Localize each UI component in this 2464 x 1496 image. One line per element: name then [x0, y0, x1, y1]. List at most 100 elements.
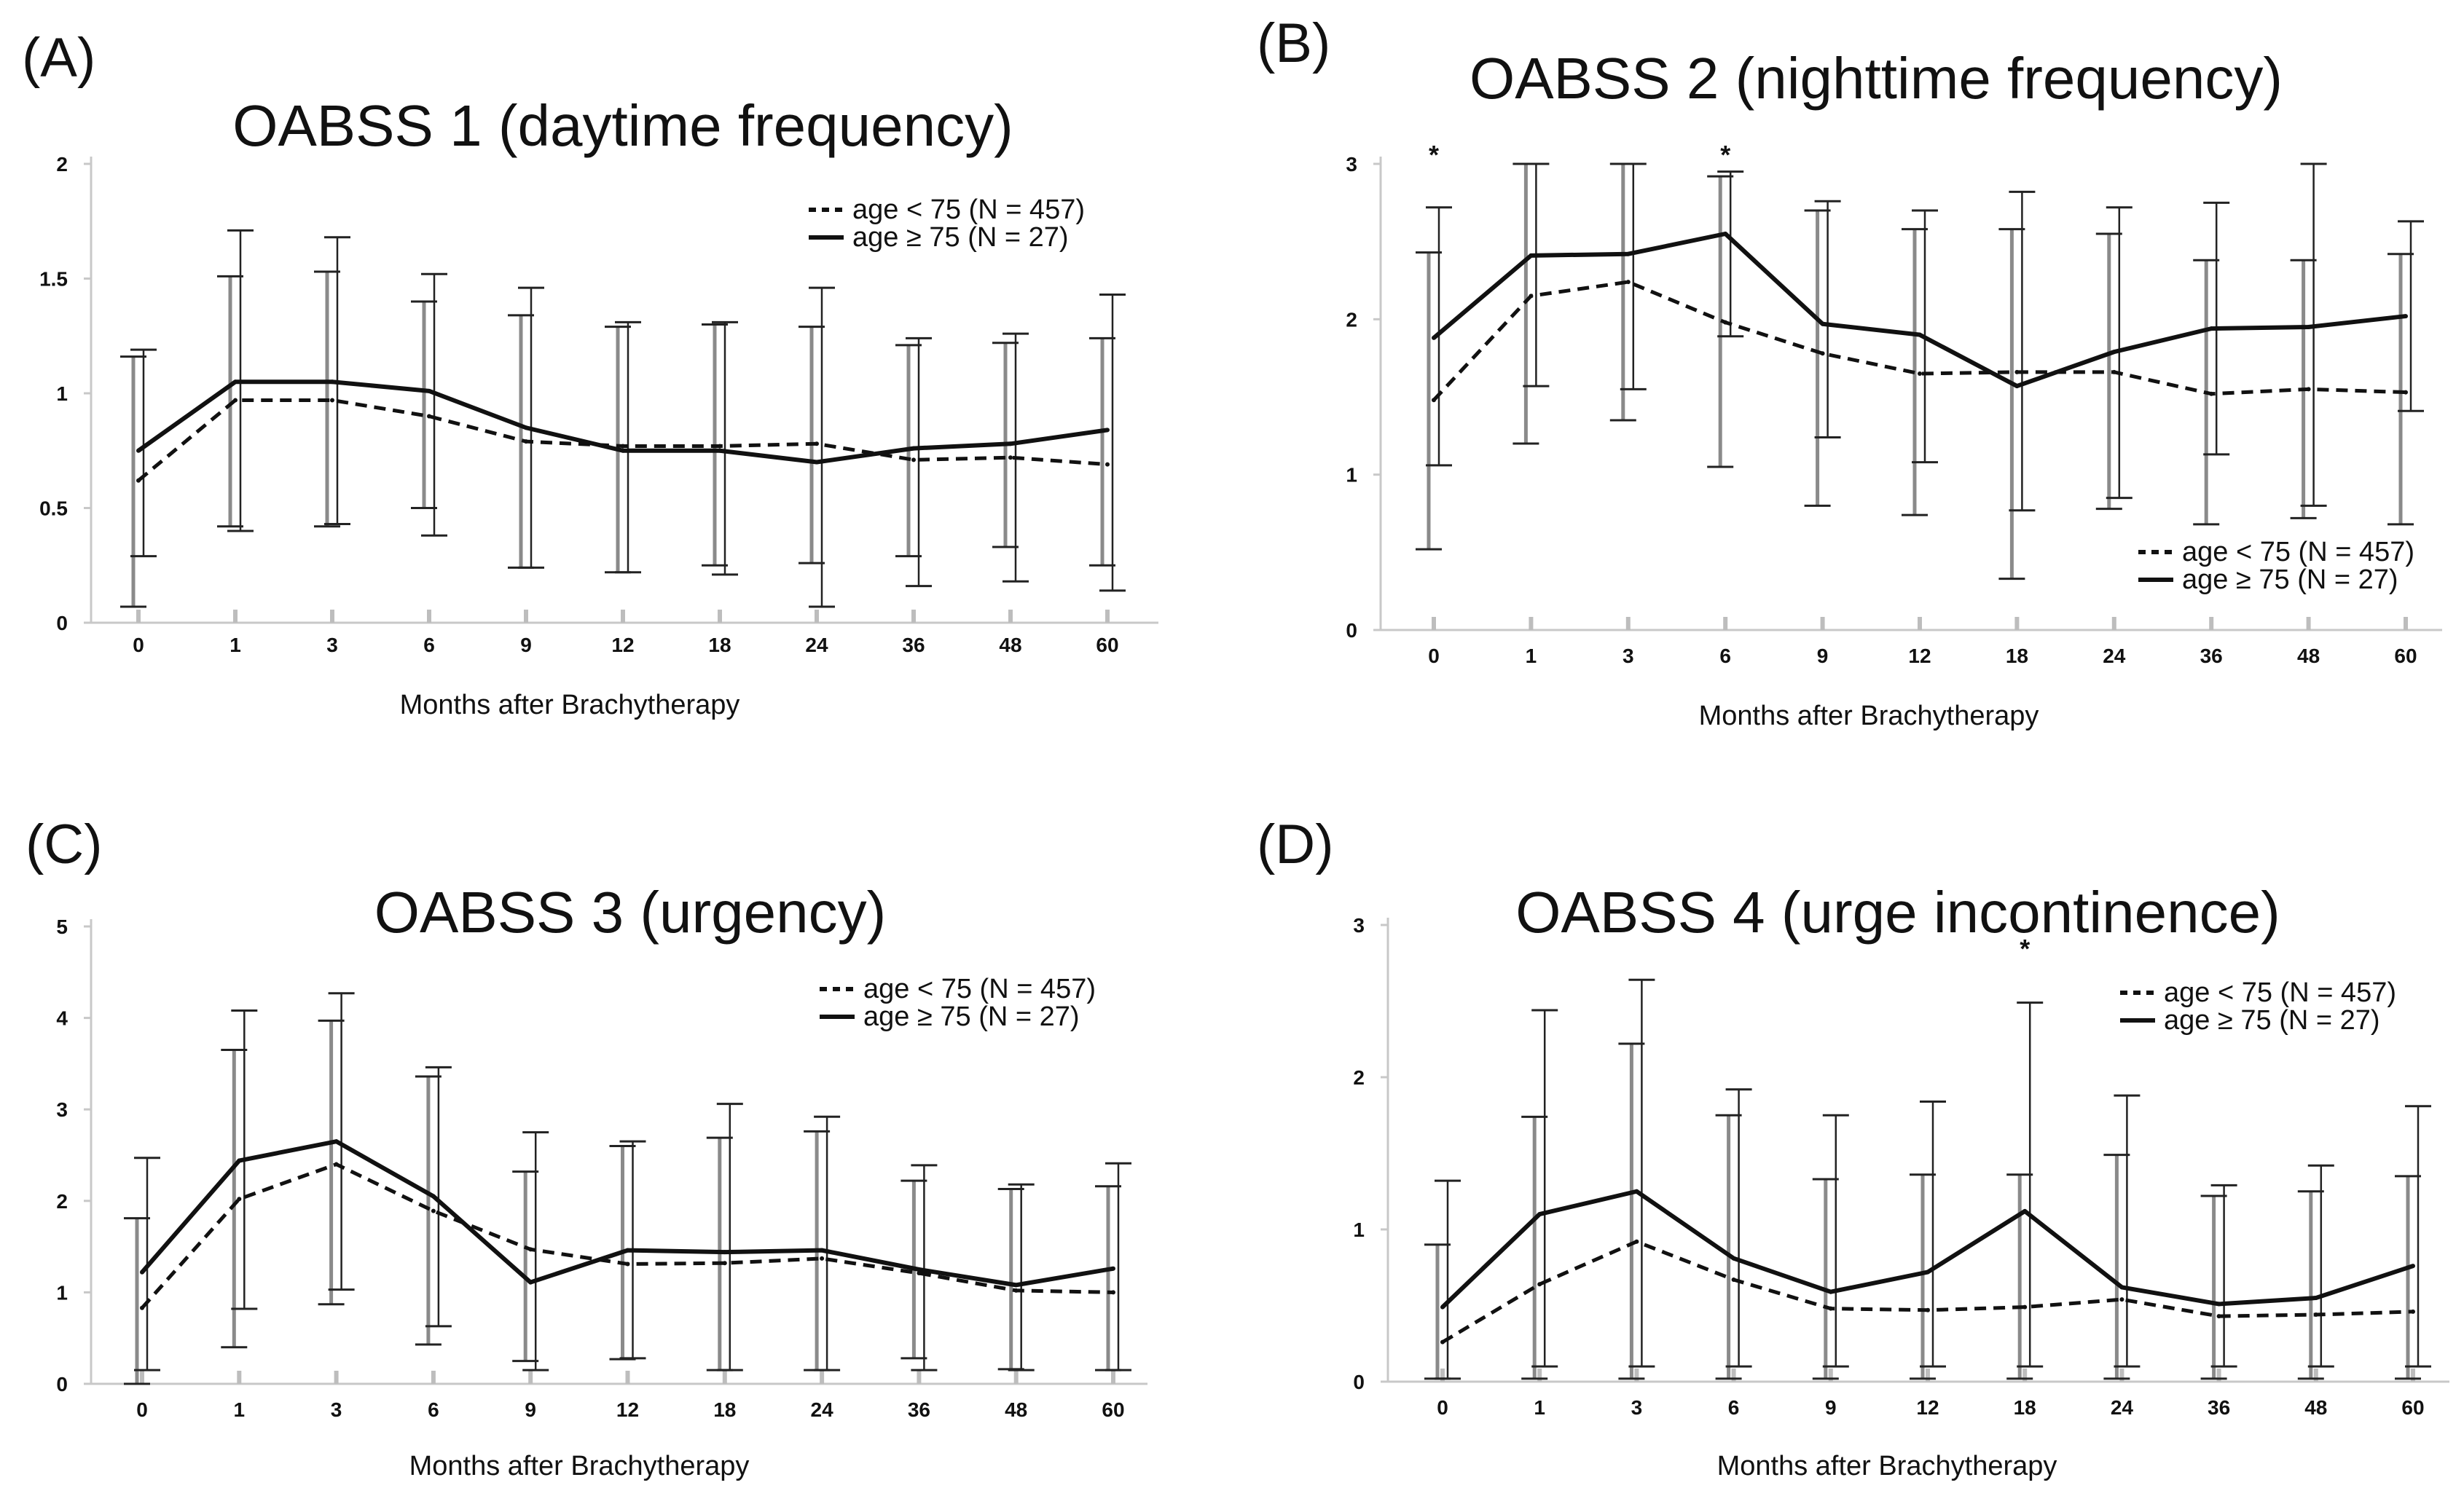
data-point	[917, 1267, 922, 1272]
data-point	[2306, 387, 2311, 392]
x-tick-label: 36	[2200, 645, 2223, 667]
x-tick-label: 0	[133, 634, 144, 656]
x-tick-mark	[431, 1371, 436, 1384]
x-tick-label: 1	[229, 634, 241, 656]
data-point	[528, 1280, 533, 1285]
y-tick-label: 2	[56, 153, 68, 176]
y-tick-label: 0	[56, 1373, 68, 1395]
data-point	[1723, 320, 1728, 325]
y-tick-label: 3	[1353, 914, 1365, 937]
data-point	[1926, 1269, 1930, 1275]
y-tick-label: 2	[1353, 1066, 1365, 1089]
x-tick-label: 24	[805, 634, 828, 656]
data-point	[334, 1162, 339, 1167]
x-tick-mark	[1918, 617, 1922, 630]
data-point	[2411, 1309, 2415, 1314]
panel-letter: (D)	[1257, 814, 1334, 875]
data-point	[2014, 369, 2020, 374]
data-point	[1013, 1288, 1019, 1293]
x-tick-label: 12	[1916, 1396, 1939, 1419]
data-point	[815, 441, 819, 446]
legend-entry: age < 75 (N = 457)	[852, 194, 1085, 225]
y-tick-label: 1.5	[39, 268, 68, 291]
x-tick-label: 24	[2111, 1396, 2134, 1419]
data-point	[1440, 1304, 1445, 1310]
x-tick-mark	[2111, 617, 2116, 630]
panel-letter: (A)	[22, 27, 95, 89]
data-point	[334, 1139, 339, 1144]
x-tick-label: 36	[902, 634, 925, 656]
x-tick-label: 0	[1428, 645, 1440, 667]
x-tick-mark	[2404, 617, 2408, 630]
data-point	[1918, 371, 1922, 376]
data-point	[136, 478, 141, 483]
data-point	[2209, 326, 2214, 331]
x-tick-label: 1	[234, 1398, 246, 1421]
data-point	[1731, 1256, 1736, 1261]
x-tick-mark	[621, 610, 625, 623]
data-point	[2313, 1312, 2318, 1318]
data-point	[621, 444, 625, 449]
data-point	[1529, 294, 1534, 299]
x-tick-label: 12	[616, 1398, 639, 1421]
data-point	[2306, 325, 2311, 329]
significance-marker: *	[1720, 140, 1730, 170]
x-tick-mark	[1731, 1369, 1736, 1382]
data-point	[1111, 1290, 1115, 1295]
legend: age < 75 (N = 457)age ≥ 75 (N = 27)	[2138, 537, 2414, 595]
significance-marker: *	[2020, 934, 2030, 964]
x-tick-mark	[136, 610, 141, 623]
series-line-age-under-75	[1432, 280, 2406, 401]
y-tick-label: 4	[56, 1007, 68, 1030]
series-line-age-75-plus	[1432, 232, 2406, 389]
data-point	[1918, 332, 1922, 337]
x-tick-label: 3	[1631, 1396, 1643, 1419]
data-point	[1634, 1189, 1639, 1194]
data-point	[233, 398, 238, 403]
x-tick-mark	[2411, 1369, 2415, 1382]
series-line-age-under-75	[1441, 1240, 2414, 1344]
x-tick-mark	[1105, 610, 1110, 623]
x-tick-label: 1	[1534, 1396, 1545, 1419]
x-tick-label: 60	[2401, 1396, 2424, 1419]
x-tick-label: 0	[136, 1398, 148, 1421]
chart-title: OABSS 2 (nighttime frequency)	[1470, 46, 2283, 111]
series-line-age-75-plus	[1440, 1189, 2414, 1309]
data-point	[2022, 1208, 2028, 1213]
y-tick-label: 0	[1353, 1371, 1365, 1393]
x-axis-label: Months after Brachytherapy	[1717, 1451, 2057, 1481]
x-tick-label: 3	[326, 634, 338, 656]
legend-entry: age ≥ 75 (N = 27)	[852, 222, 1069, 253]
x-tick-mark	[1634, 1369, 1639, 1382]
legend-entry: age ≥ 75 (N = 27)	[2164, 1005, 2380, 1036]
data-point	[1926, 1307, 1930, 1312]
legend-entry: age ≥ 75 (N = 27)	[863, 1001, 1080, 1032]
x-tick-mark	[140, 1371, 144, 1384]
x-tick-label: 12	[611, 634, 634, 656]
data-point	[330, 398, 334, 403]
data-point	[1008, 455, 1013, 460]
data-point	[917, 1271, 922, 1276]
data-point	[524, 439, 528, 444]
x-tick-mark	[1625, 617, 1631, 630]
y-tick-label: 3	[56, 1098, 68, 1121]
x-tick-mark	[1828, 1369, 1833, 1382]
series-line-age-under-75	[137, 398, 1108, 482]
x-tick-label: 0	[1437, 1396, 1448, 1419]
data-point	[2313, 1296, 2318, 1301]
data-point	[140, 1305, 144, 1310]
x-tick-label: 60	[2394, 645, 2417, 667]
chart-panel--a-: (A) OABSS 1 (daytime frequency) 0 0.5 1 1.5 2 0…	[22, 27, 1158, 720]
x-tick-mark	[1537, 1369, 1542, 1382]
panel-letter: (B)	[1257, 12, 1330, 74]
data-point	[524, 425, 528, 430]
x-tick-label: 3	[1623, 645, 1634, 667]
x-tick-label: 60	[1102, 1398, 1124, 1421]
x-tick-label: 36	[908, 1398, 930, 1421]
data-point	[1537, 1212, 1542, 1217]
x-tick-mark	[427, 610, 431, 623]
x-tick-mark	[1432, 617, 1436, 630]
